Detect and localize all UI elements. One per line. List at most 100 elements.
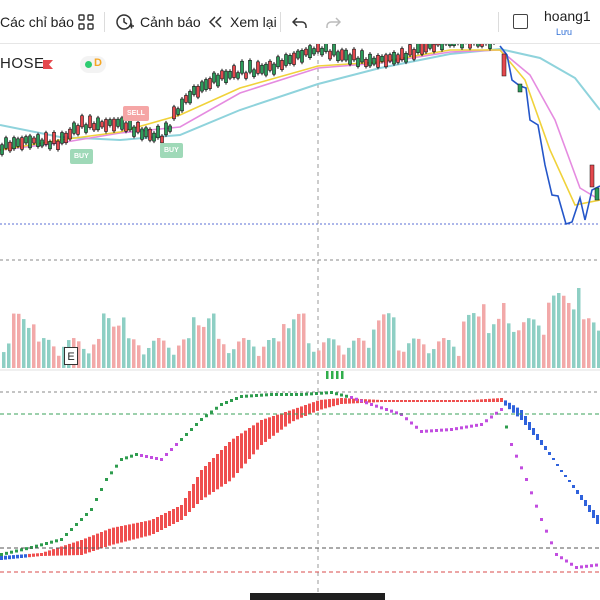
- flag-icon[interactable]: [42, 59, 54, 70]
- oscillator-dot: [50, 540, 53, 544]
- histogram-bar: [564, 475, 567, 477]
- candle-body: [272, 63, 276, 75]
- histogram-bar: [444, 400, 447, 402]
- candle-body: [308, 45, 312, 58]
- oscillator-dot: [485, 419, 488, 423]
- candle-body: [288, 55, 292, 64]
- candle-body: [140, 128, 144, 140]
- volume-bar: [52, 346, 56, 368]
- histogram-bar: [516, 407, 519, 417]
- volume-bar: [527, 318, 531, 368]
- oscillator-dot: [410, 421, 413, 425]
- indicators-button[interactable]: Các chỉ báo: [0, 0, 74, 44]
- oscillator-dot: [225, 401, 228, 404]
- oscillator-dot: [310, 392, 313, 396]
- oscillator-dot: [230, 399, 233, 402]
- histogram-bar: [8, 555, 11, 560]
- candle-body: [152, 132, 156, 142]
- oscillator-dot: [545, 529, 548, 533]
- candle-body: [488, 44, 492, 49]
- signal-tick: [331, 371, 334, 379]
- volume-bar: [452, 346, 456, 368]
- histogram-bar: [432, 400, 435, 402]
- volume-bar: [22, 319, 26, 368]
- candle-body: [340, 49, 344, 61]
- histogram-bar: [276, 414, 279, 433]
- volume-bar: [352, 340, 356, 368]
- histogram-bar: [576, 490, 579, 494]
- buy-signal-tag[interactable]: BUY: [70, 149, 93, 164]
- histogram-bar: [188, 491, 191, 512]
- volume-bar: [247, 339, 251, 368]
- volume-bar: [177, 345, 181, 368]
- candle-body: [228, 70, 232, 79]
- candle-body: [420, 44, 424, 55]
- volume-bar: [87, 353, 91, 368]
- candle-body: [4, 137, 8, 149]
- candle-body: [188, 91, 192, 104]
- bottom-scrollbar[interactable]: [250, 593, 385, 600]
- volume-bar: [342, 354, 346, 368]
- volume-bar: [202, 326, 206, 368]
- candle-body: [376, 55, 380, 68]
- histogram-bar: [220, 450, 223, 487]
- histogram-bar: [272, 416, 275, 436]
- oscillator-dot: [175, 443, 178, 446]
- volume-bar: [257, 355, 261, 368]
- volume-bar: [317, 350, 321, 368]
- layout-grid-button[interactable]: [78, 0, 94, 44]
- symbol-exchange[interactable]: HOSE: [0, 55, 45, 72]
- histogram-bar: [508, 402, 511, 410]
- histogram-bar: [284, 412, 287, 427]
- volume-bar: [12, 313, 16, 368]
- candle-body: [428, 44, 432, 49]
- histogram-bar: [4, 555, 7, 560]
- oscillator-dot: [300, 393, 303, 396]
- candle-body: [212, 72, 216, 83]
- user-checkbox-icon[interactable]: [513, 14, 528, 29]
- histogram-bar: [424, 400, 427, 402]
- histogram-bar: [548, 452, 551, 455]
- oscillator-dot: [415, 425, 418, 429]
- buy-signal-tag[interactable]: BUY: [160, 143, 183, 158]
- oscillator-dot: [335, 392, 338, 396]
- sell-signal-tag[interactable]: SELL: [123, 106, 149, 121]
- user-name[interactable]: hoang1: [544, 8, 591, 24]
- histogram-bar: [184, 498, 187, 516]
- histogram-bar: [372, 399, 375, 403]
- candle-body: [0, 144, 4, 155]
- undo-button[interactable]: [292, 0, 308, 44]
- signal-tick: [326, 371, 329, 379]
- candle-body: [200, 81, 204, 92]
- histogram-bar: [228, 442, 231, 482]
- replay-button[interactable]: Xem lại: [208, 0, 277, 44]
- volume-bar: [562, 295, 566, 368]
- candle-body: [392, 51, 396, 65]
- histogram-bar: [128, 524, 131, 541]
- volume-bar: [362, 340, 366, 368]
- histogram-bar: [312, 402, 315, 413]
- histogram-bar: [568, 480, 571, 482]
- volume-bar: [482, 304, 486, 368]
- redo-button[interactable]: [325, 0, 341, 44]
- alerts-button[interactable]: Cảnh báo: [115, 0, 201, 44]
- price-line: [499, 45, 600, 226]
- volume-bar: [37, 341, 41, 368]
- candle-body: [452, 44, 456, 46]
- oscillator-dot: [535, 504, 538, 508]
- event-marker[interactable]: E: [64, 347, 78, 365]
- volume-bar: [92, 344, 96, 368]
- oscillator-dot: [20, 548, 23, 552]
- histogram-bar: [300, 406, 303, 418]
- volume-bar: [57, 355, 61, 368]
- histogram-bar: [316, 400, 319, 411]
- market-status-pill[interactable]: D: [80, 56, 106, 73]
- volume-bar: [147, 347, 151, 368]
- oscillator-dot: [370, 403, 373, 406]
- oscillator-dot: [305, 392, 308, 396]
- histogram-bar: [152, 519, 155, 534]
- histogram-bar: [364, 399, 367, 403]
- oscillator-dot: [555, 553, 558, 556]
- histogram-bar: [140, 522, 143, 538]
- price-chart[interactable]: [0, 44, 600, 600]
